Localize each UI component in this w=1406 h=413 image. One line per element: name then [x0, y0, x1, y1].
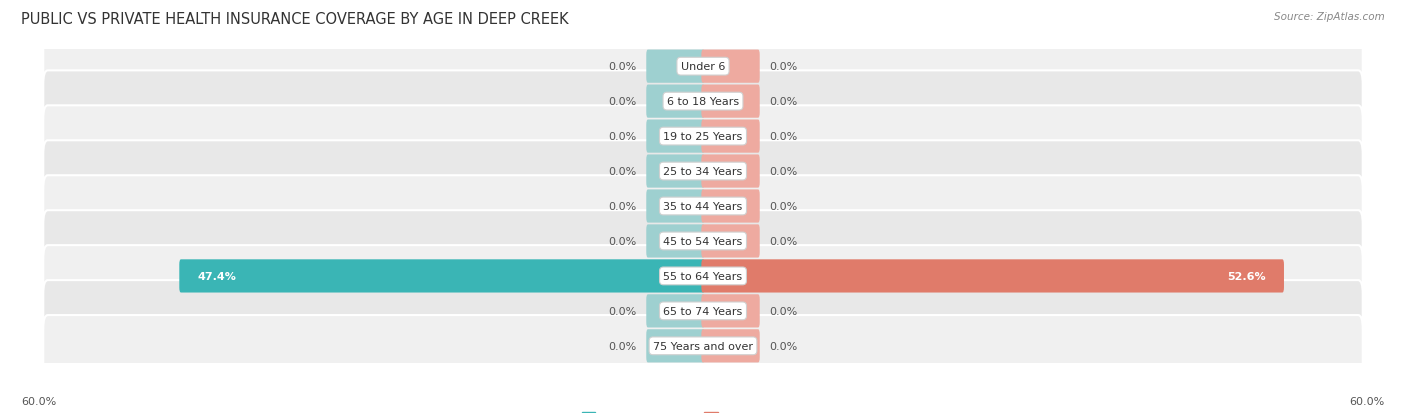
Text: 45 to 54 Years: 45 to 54 Years	[664, 236, 742, 247]
FancyBboxPatch shape	[44, 71, 1362, 133]
Text: Source: ZipAtlas.com: Source: ZipAtlas.com	[1274, 12, 1385, 22]
FancyBboxPatch shape	[702, 260, 1284, 293]
Text: 0.0%: 0.0%	[769, 132, 797, 142]
FancyBboxPatch shape	[647, 330, 704, 363]
FancyBboxPatch shape	[647, 190, 704, 223]
Text: 0.0%: 0.0%	[609, 202, 637, 211]
Text: 0.0%: 0.0%	[769, 97, 797, 107]
FancyBboxPatch shape	[702, 294, 759, 328]
Text: 0.0%: 0.0%	[609, 62, 637, 72]
Text: PUBLIC VS PRIVATE HEALTH INSURANCE COVERAGE BY AGE IN DEEP CREEK: PUBLIC VS PRIVATE HEALTH INSURANCE COVER…	[21, 12, 568, 27]
Text: 0.0%: 0.0%	[609, 341, 637, 351]
Text: 25 to 34 Years: 25 to 34 Years	[664, 166, 742, 177]
FancyBboxPatch shape	[647, 294, 704, 328]
FancyBboxPatch shape	[647, 85, 704, 119]
FancyBboxPatch shape	[44, 211, 1362, 272]
FancyBboxPatch shape	[647, 225, 704, 258]
FancyBboxPatch shape	[44, 280, 1362, 342]
Text: 47.4%: 47.4%	[197, 271, 236, 281]
FancyBboxPatch shape	[702, 85, 759, 119]
Text: 55 to 64 Years: 55 to 64 Years	[664, 271, 742, 281]
Text: 0.0%: 0.0%	[609, 306, 637, 316]
Text: 0.0%: 0.0%	[769, 166, 797, 177]
Text: 0.0%: 0.0%	[769, 62, 797, 72]
Text: 0.0%: 0.0%	[609, 97, 637, 107]
Text: 0.0%: 0.0%	[769, 202, 797, 211]
Legend: Public Insurance, Private Insurance: Public Insurance, Private Insurance	[578, 408, 828, 413]
FancyBboxPatch shape	[647, 50, 704, 83]
FancyBboxPatch shape	[44, 315, 1362, 377]
FancyBboxPatch shape	[44, 246, 1362, 307]
FancyBboxPatch shape	[647, 155, 704, 188]
FancyBboxPatch shape	[702, 190, 759, 223]
FancyBboxPatch shape	[702, 50, 759, 83]
FancyBboxPatch shape	[44, 176, 1362, 237]
Text: 35 to 44 Years: 35 to 44 Years	[664, 202, 742, 211]
Text: 52.6%: 52.6%	[1227, 271, 1265, 281]
Text: 0.0%: 0.0%	[769, 306, 797, 316]
FancyBboxPatch shape	[44, 141, 1362, 202]
Text: 0.0%: 0.0%	[769, 236, 797, 247]
FancyBboxPatch shape	[702, 225, 759, 258]
Text: 65 to 74 Years: 65 to 74 Years	[664, 306, 742, 316]
FancyBboxPatch shape	[647, 120, 704, 153]
Text: 75 Years and over: 75 Years and over	[652, 341, 754, 351]
FancyBboxPatch shape	[702, 155, 759, 188]
Text: Under 6: Under 6	[681, 62, 725, 72]
Text: 0.0%: 0.0%	[609, 236, 637, 247]
Text: 6 to 18 Years: 6 to 18 Years	[666, 97, 740, 107]
Text: 60.0%: 60.0%	[21, 396, 56, 406]
FancyBboxPatch shape	[180, 260, 704, 293]
FancyBboxPatch shape	[44, 36, 1362, 98]
Text: 0.0%: 0.0%	[609, 132, 637, 142]
FancyBboxPatch shape	[702, 330, 759, 363]
FancyBboxPatch shape	[44, 106, 1362, 167]
Text: 0.0%: 0.0%	[609, 166, 637, 177]
Text: 0.0%: 0.0%	[769, 341, 797, 351]
Text: 60.0%: 60.0%	[1350, 396, 1385, 406]
FancyBboxPatch shape	[702, 120, 759, 153]
Text: 19 to 25 Years: 19 to 25 Years	[664, 132, 742, 142]
